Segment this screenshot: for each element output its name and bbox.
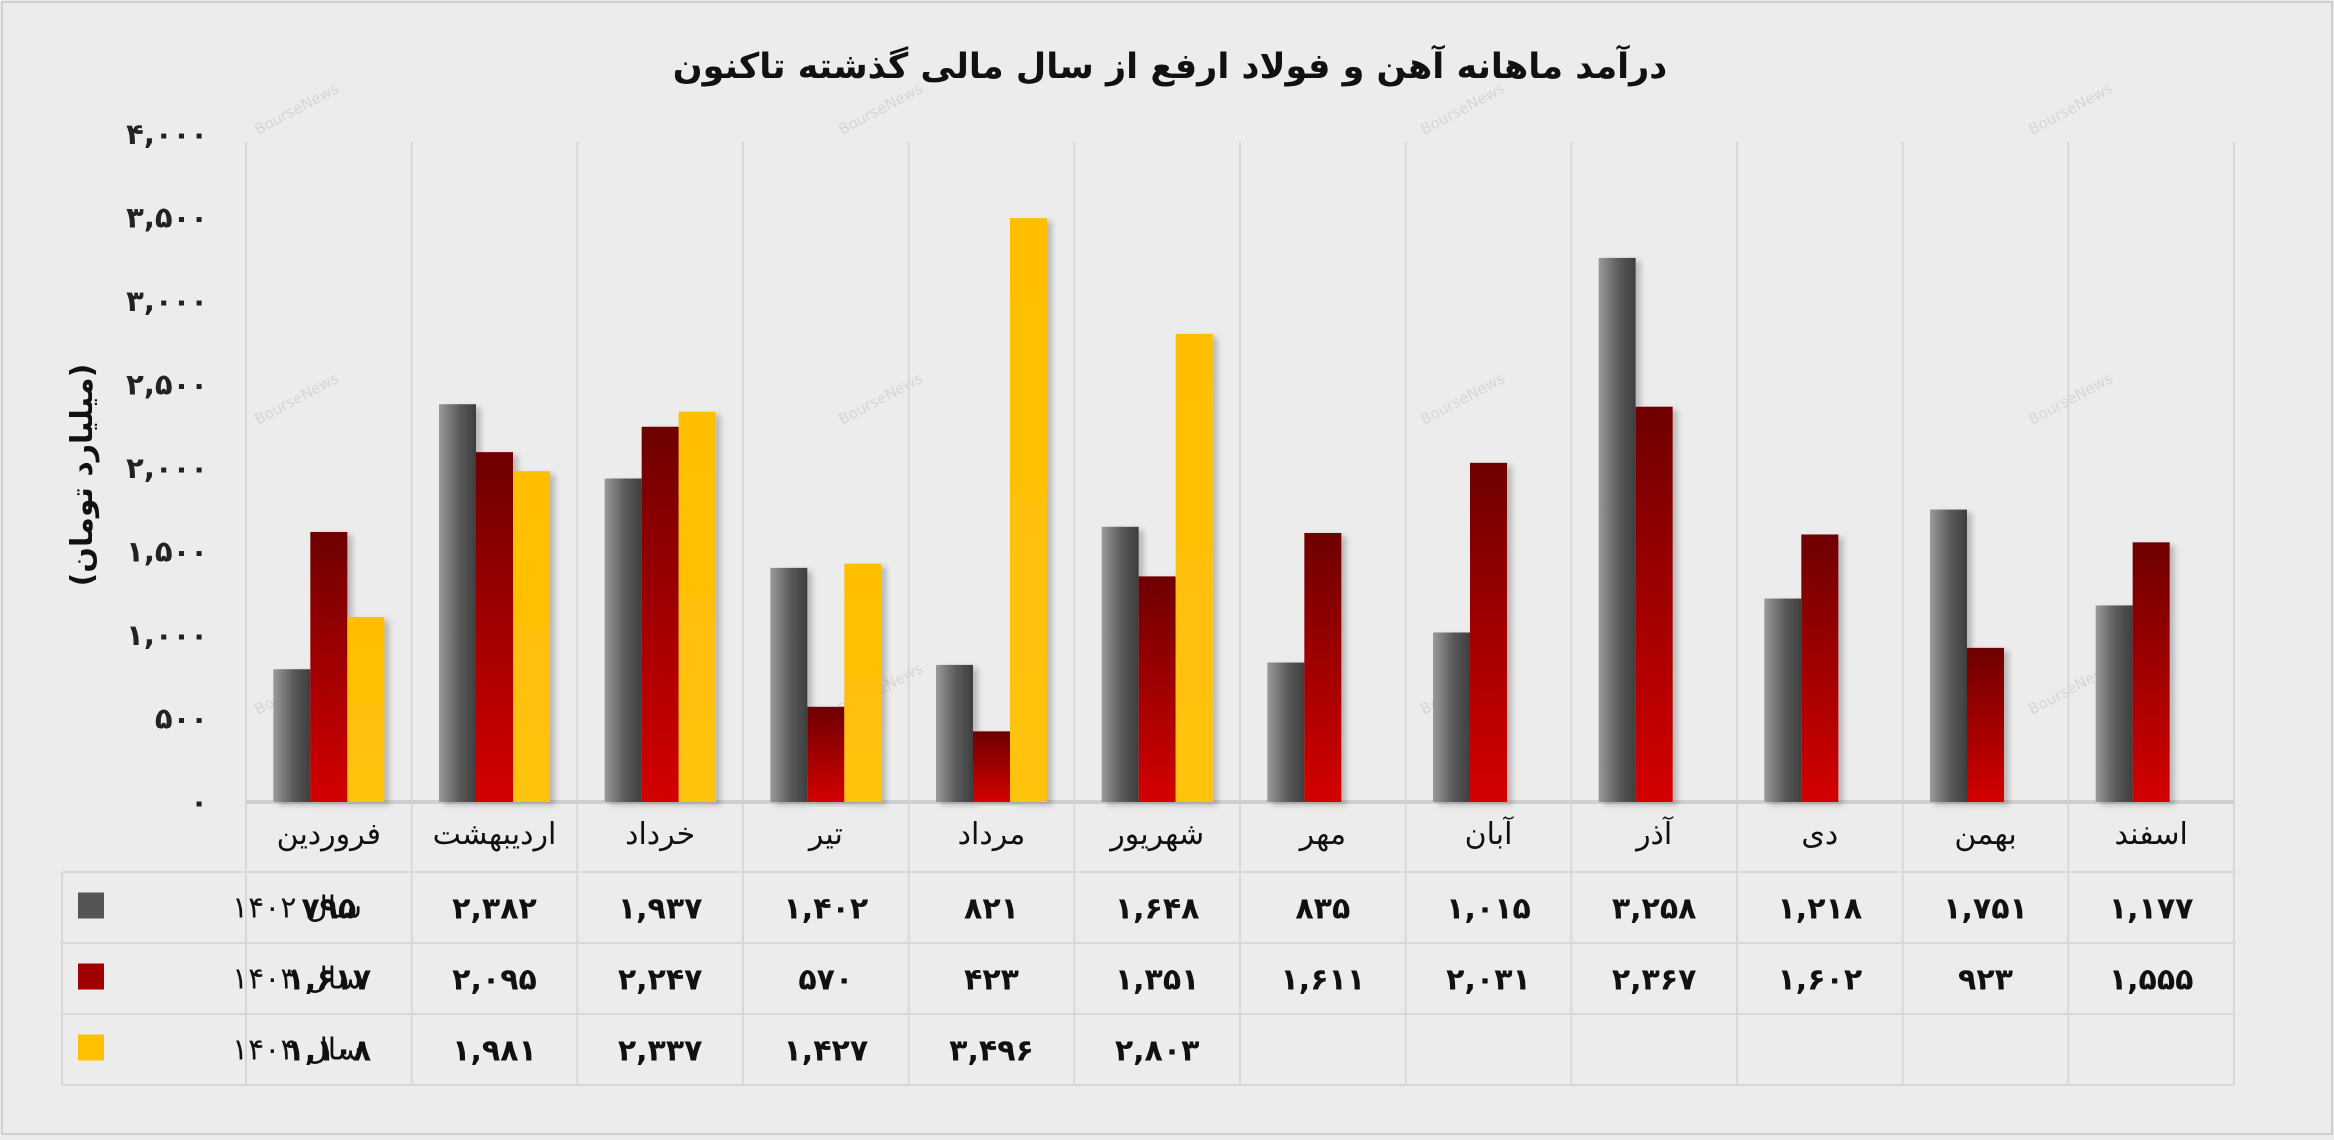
bar-1-11 bbox=[1930, 509, 1967, 802]
data-label: ۱,۴۰۲ bbox=[784, 892, 869, 927]
data-label: ۲,۳۸۲ bbox=[452, 892, 537, 927]
data-label: ۱,۶۱۷ bbox=[287, 963, 372, 998]
data-label: ۱,۳۵۱ bbox=[1115, 963, 1200, 998]
data-label: ۲,۳۶۷ bbox=[1612, 963, 1697, 998]
y-tick-label: ۳,۵۰۰ bbox=[126, 201, 208, 235]
x-category-label: بهمن bbox=[1954, 817, 2016, 852]
bar-2-11 bbox=[1967, 647, 2004, 802]
data-label: ۱,۷۵۱ bbox=[1943, 892, 2028, 927]
bar-1-6 bbox=[1101, 526, 1139, 802]
x-category-label: آذر bbox=[1634, 816, 1674, 852]
bar-2-12 bbox=[2132, 542, 2170, 802]
legend-swatch-3 bbox=[78, 1034, 104, 1061]
bar-1-8 bbox=[1433, 632, 1470, 802]
data-label: ۲,۲۴۷ bbox=[618, 963, 703, 998]
y-tick-label: ۵۰۰ bbox=[155, 702, 208, 736]
legend-swatch-1 bbox=[78, 892, 104, 919]
bar-1-12 bbox=[2095, 605, 2133, 802]
bar-2-7 bbox=[1304, 532, 1342, 802]
legend-swatch-2 bbox=[78, 963, 104, 990]
data-label: ۱,۶۱۱ bbox=[1281, 963, 1366, 998]
bar-2-10 bbox=[1801, 534, 1839, 802]
bar-1-10 bbox=[1764, 598, 1802, 802]
x-category-label: اردیبهشت bbox=[433, 817, 557, 852]
x-category-label: دی bbox=[1801, 817, 1838, 852]
data-label: ۵۷۰ bbox=[798, 963, 853, 998]
y-tick-label: ۲,۰۰۰ bbox=[126, 451, 208, 485]
data-label: ۱,۵۵۵ bbox=[2109, 963, 2194, 998]
chart-title: درآمد ماهانه آهن و فولاد ارفع از سال مال… bbox=[673, 44, 1668, 87]
bar-2-8 bbox=[1470, 462, 1507, 802]
data-label: ۱,۱۷۷ bbox=[2109, 892, 2194, 927]
bar-3-2 bbox=[513, 471, 550, 802]
bar-1-1 bbox=[273, 669, 311, 802]
bar-2-9 bbox=[1635, 406, 1673, 802]
data-label: ۳,۴۹۶ bbox=[949, 1034, 1034, 1069]
data-label: ۹۲۳ bbox=[1958, 963, 2013, 998]
data-label: ۱,۶۴۸ bbox=[1115, 892, 1200, 927]
data-label: ۱,۹۸۱ bbox=[452, 1034, 537, 1069]
x-category-label: اسفند bbox=[2114, 817, 2187, 852]
bar-1-2 bbox=[439, 404, 476, 802]
y-tick-label: ۳,۰۰۰ bbox=[126, 284, 208, 318]
data-table: فروردین اردیبهشت خرداد تیر مرداد شهریور مهر آبا… bbox=[78, 816, 2193, 1069]
bar-2-2 bbox=[476, 452, 513, 802]
x-category-label: آبان bbox=[1465, 816, 1515, 852]
data-label: ۸۲۱ bbox=[964, 892, 1019, 927]
y-tick-label: ۲,۵۰۰ bbox=[126, 368, 208, 402]
x-category-label: مهر bbox=[1298, 817, 1346, 852]
bar-3-4 bbox=[844, 563, 882, 802]
data-label: ۱,۰۱۵ bbox=[1446, 892, 1531, 927]
y-tick-label: ۰ bbox=[190, 785, 208, 819]
y-tick-label: ۱,۵۰۰ bbox=[126, 535, 208, 569]
y-axis-ticks: ۰ ۵۰۰ ۱,۰۰۰ ۱,۵۰۰ ۲,۰۰۰ ۲,۵۰۰ ۳,۰۰۰ ۳,۵۰۰ ۴,۰۰۰ bbox=[126, 117, 208, 819]
bar-3-1 bbox=[347, 616, 385, 802]
data-label: ۱,۱۰۸ bbox=[287, 1034, 372, 1069]
data-label: ۲,۰۹۵ bbox=[452, 963, 537, 998]
x-category-label: تیر bbox=[807, 817, 843, 852]
bar-3-6 bbox=[1175, 333, 1213, 802]
data-label: ۱,۶۰۲ bbox=[1778, 963, 1863, 998]
bar-2-3 bbox=[641, 426, 679, 802]
data-label: ۱,۹۳۷ bbox=[618, 892, 703, 927]
legend-label: سال ۱۴۰۳ bbox=[232, 962, 362, 997]
legend-label: سال ۱۴۰۴ bbox=[232, 1033, 362, 1068]
bar-1-5 bbox=[936, 664, 973, 802]
data-label: ۲,۸۰۳ bbox=[1115, 1034, 1200, 1069]
data-label: ۳,۲۵۸ bbox=[1612, 892, 1697, 927]
x-category-label: فروردین bbox=[277, 817, 381, 852]
bar-1-3 bbox=[604, 478, 642, 802]
y-axis-label: (میلیارد تومان) bbox=[65, 364, 100, 587]
y-tick-label: ۴,۰۰۰ bbox=[126, 117, 208, 151]
bar-3-5 bbox=[1010, 218, 1047, 803]
bar-2-5 bbox=[973, 731, 1010, 802]
data-label: ۱,۲۱۸ bbox=[1778, 892, 1863, 927]
bar-1-7 bbox=[1267, 662, 1305, 802]
bar-2-6 bbox=[1138, 576, 1176, 802]
data-label: ۲,۰۳۱ bbox=[1446, 963, 1531, 998]
bar-1-4 bbox=[770, 567, 808, 802]
grid-lines bbox=[61, 142, 2235, 1086]
bar-2-4 bbox=[807, 706, 845, 802]
data-label: ۴۲۳ bbox=[964, 963, 1019, 998]
data-label: ۷۹۵ bbox=[301, 892, 356, 927]
bar-3-3 bbox=[678, 411, 716, 802]
bar-1-9 bbox=[1598, 257, 1636, 802]
data-label: ۸۳۵ bbox=[1295, 892, 1350, 927]
y-tick-label: ۱,۰۰۰ bbox=[126, 618, 208, 652]
x-category-label: مرداد bbox=[958, 817, 1026, 852]
x-category-label: خرداد bbox=[625, 817, 695, 852]
x-category-label: شهریور bbox=[1108, 817, 1204, 852]
legend-label: سال ۱۴۰۲ bbox=[232, 891, 362, 926]
bar-2-1 bbox=[310, 531, 348, 802]
bar-series bbox=[273, 218, 2170, 803]
data-label: ۲,۳۳۷ bbox=[618, 1034, 703, 1069]
data-label: ۱,۴۲۷ bbox=[784, 1034, 869, 1069]
